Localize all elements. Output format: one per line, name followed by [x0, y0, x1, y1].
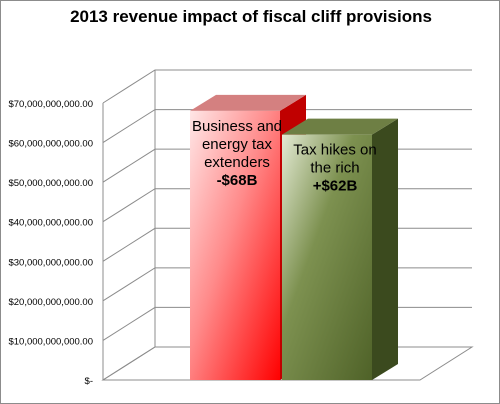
- bar-2: [282, 118, 398, 381]
- gridline: [102, 69, 472, 104]
- y-tick-label: $20,000,000,000.00: [8, 297, 93, 308]
- y-tick-label: $10,000,000,000.00: [8, 336, 93, 347]
- y-tick-label: $40,000,000,000.00: [8, 218, 93, 229]
- bar-category-label: energy tax: [202, 136, 273, 153]
- bar-value-label: -$68B: [217, 172, 258, 189]
- bar-front: [282, 134, 372, 380]
- gridline: [102, 109, 472, 143]
- bar-top: [282, 118, 398, 135]
- y-tick-label: $-: [85, 376, 93, 387]
- y-tick-label: $70,000,000,000.00: [8, 99, 93, 110]
- bar-value-label: +$62B: [313, 178, 358, 195]
- bar-category-label: extenders: [204, 154, 270, 171]
- bar-category-label: Tax hikes on: [293, 142, 376, 159]
- y-tick-label: $30,000,000,000.00: [8, 257, 93, 268]
- y-axis-ticks: $- $10,000,000,000.00 $20,000,000,000.00 $3…: [8, 99, 93, 387]
- bar-category-label: Business and: [192, 118, 282, 135]
- bar-category-label: the rich: [310, 160, 359, 177]
- y-tick-label: $50,000,000,000.00: [8, 178, 93, 189]
- y-tick-label: $60,000,000,000.00: [8, 139, 93, 150]
- bar-side: [372, 118, 398, 381]
- bar-front: [190, 110, 280, 381]
- bars: [190, 94, 398, 381]
- chart-title: 2013 revenue impact of fiscal cliff prov…: [70, 7, 432, 26]
- bar-top: [190, 94, 306, 111]
